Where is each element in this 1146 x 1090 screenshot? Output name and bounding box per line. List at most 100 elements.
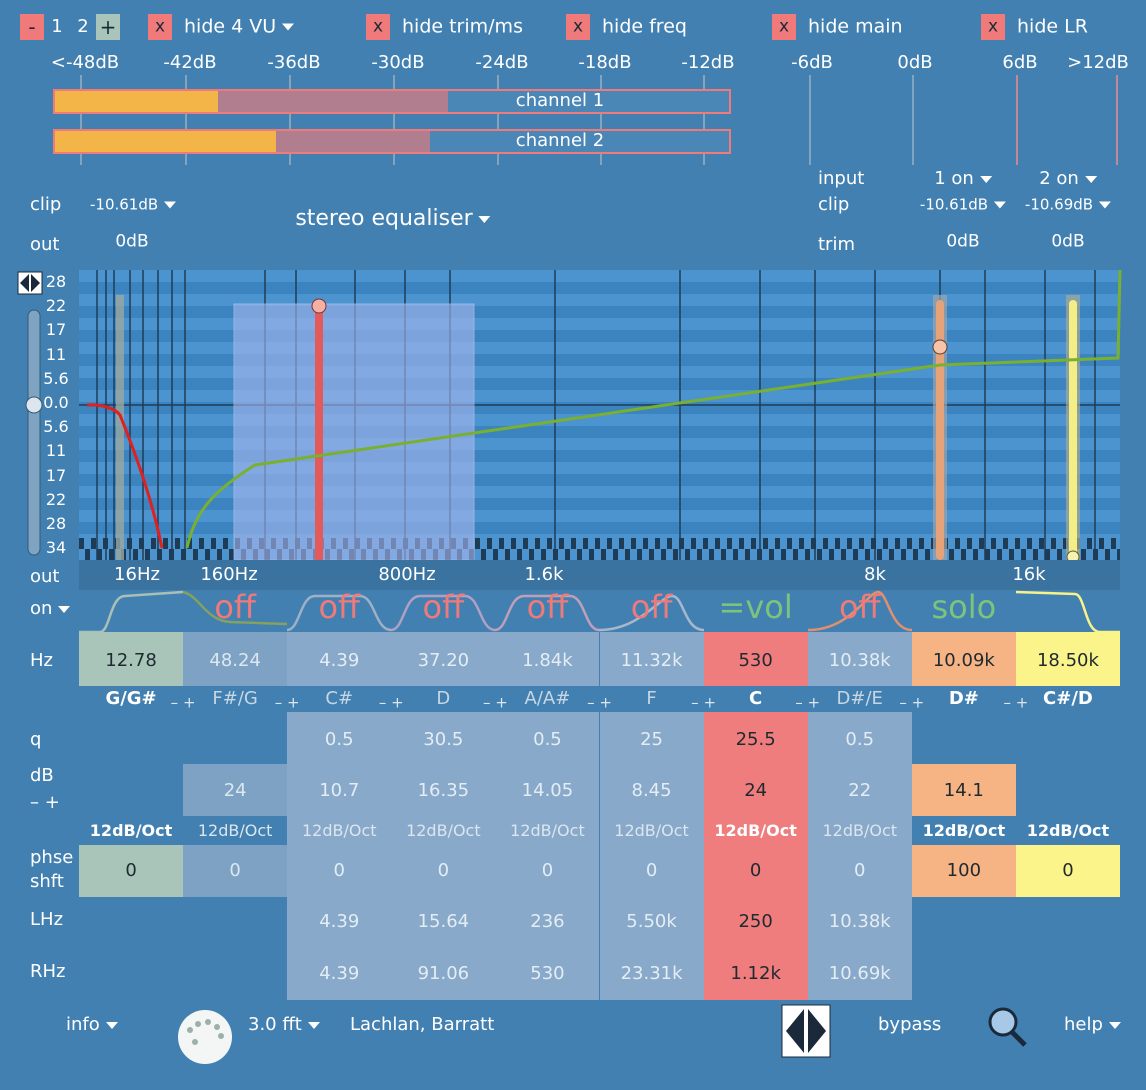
mode-icon[interactable] bbox=[17, 271, 43, 295]
slope[interactable]: 12dB/Oct bbox=[822, 821, 898, 840]
slope[interactable]: 12dB/Oct bbox=[89, 821, 173, 840]
slope[interactable]: 12dB/Oct bbox=[614, 821, 689, 840]
note: C# bbox=[325, 688, 354, 709]
hz-cell[interactable] bbox=[287, 632, 392, 686]
hz-cell[interactable] bbox=[183, 632, 288, 686]
label: clip bbox=[30, 194, 62, 215]
lhz-value: 4.39 bbox=[319, 911, 360, 932]
channel-clip[interactable]: -10.69dB bbox=[1025, 197, 1111, 213]
vu-scale-label: -24dB bbox=[475, 52, 529, 73]
toggle-label: hide freq bbox=[602, 15, 687, 38]
q-value: 25 bbox=[640, 729, 663, 750]
hz-cell[interactable] bbox=[79, 632, 184, 686]
slope[interactable]: 12dB/Oct bbox=[301, 821, 377, 840]
toggle-box[interactable] bbox=[366, 14, 390, 40]
x-label: 16k bbox=[1012, 564, 1046, 585]
phase-cell[interactable] bbox=[911, 845, 1016, 897]
vu-scale-label: -12dB bbox=[681, 52, 735, 73]
hz-value: 10.38k bbox=[828, 650, 891, 671]
hz-cell[interactable] bbox=[1015, 632, 1120, 686]
band-state[interactable]: off bbox=[214, 588, 256, 626]
slope[interactable]: 12dB/Oct bbox=[714, 821, 797, 840]
toggle-box[interactable] bbox=[772, 14, 796, 40]
plus-button[interactable] bbox=[96, 14, 120, 40]
author: Lachlan, Barratt bbox=[350, 1014, 495, 1035]
toggle-box[interactable] bbox=[566, 14, 590, 40]
row-label: dB bbox=[30, 765, 54, 786]
adjust-buttons[interactable]: – + bbox=[1003, 693, 1029, 712]
row-label: RHz bbox=[30, 961, 66, 982]
phase-cell[interactable] bbox=[1015, 845, 1120, 897]
band-state[interactable]: off bbox=[838, 588, 881, 626]
help-menu[interactable]: help bbox=[1064, 1016, 1121, 1034]
slope[interactable]: 12dB/Oct bbox=[197, 821, 273, 840]
band-state[interactable]: off bbox=[422, 588, 465, 626]
adjust-buttons[interactable]: – + bbox=[691, 693, 717, 712]
hz-value: 10.09k bbox=[932, 650, 995, 671]
toggle-icon: x bbox=[572, 16, 584, 37]
adjust-buttons[interactable]: – + bbox=[795, 693, 821, 712]
bypass-label[interactable]: bypass bbox=[878, 1014, 942, 1035]
adjust-buttons[interactable]: – + bbox=[899, 693, 925, 712]
vu-meters bbox=[53, 75, 1118, 165]
label[interactable]: on bbox=[30, 600, 70, 618]
param-cells bbox=[599, 712, 704, 1000]
band-state[interactable]: off bbox=[318, 588, 361, 626]
minus-label: - bbox=[28, 15, 36, 39]
y-label: 28 bbox=[45, 272, 67, 291]
note: C#/D bbox=[1043, 688, 1093, 709]
channel-state[interactable]: 1 on bbox=[934, 170, 992, 188]
vu-scale-label: -36dB bbox=[267, 52, 321, 73]
phase-value: 0 bbox=[333, 860, 345, 881]
slope[interactable]: 12dB/Oct bbox=[922, 821, 1006, 840]
label: out bbox=[30, 566, 60, 587]
channel-state[interactable]: 2 on bbox=[1039, 170, 1097, 188]
vu-scale-label: >12dB bbox=[1067, 52, 1129, 73]
hz-cell[interactable] bbox=[807, 632, 912, 686]
band-state[interactable]: solo bbox=[931, 588, 997, 626]
toggle-box[interactable] bbox=[981, 14, 1005, 40]
hz-cell[interactable] bbox=[599, 632, 704, 686]
rhz-value: 91.06 bbox=[417, 963, 470, 984]
adjust-buttons[interactable]: – + bbox=[170, 693, 196, 712]
hz-cell[interactable] bbox=[703, 632, 808, 686]
clip-value[interactable]: -10.61dB bbox=[90, 197, 176, 213]
db-cell[interactable] bbox=[911, 764, 1016, 816]
hz-cell[interactable] bbox=[911, 632, 1016, 686]
slope[interactable]: 12dB/Oct bbox=[510, 821, 585, 840]
adjust-buttons[interactable]: – + bbox=[587, 693, 612, 712]
band-state[interactable]: =vol bbox=[718, 588, 793, 626]
search-icon[interactable] bbox=[988, 1007, 1027, 1047]
y-label: 11 bbox=[45, 441, 67, 461]
phase-cell[interactable] bbox=[79, 845, 184, 897]
y-label: 5.6 bbox=[43, 368, 69, 388]
fft-icon[interactable] bbox=[178, 1010, 232, 1064]
phase-value: 0 bbox=[125, 860, 137, 881]
meter-label: channel 1 bbox=[515, 90, 605, 111]
note: D bbox=[436, 688, 451, 709]
channel-clip[interactable]: -10.61dB bbox=[920, 197, 1006, 213]
info-menu[interactable]: info bbox=[66, 1016, 118, 1034]
gain-slider[interactable] bbox=[27, 309, 41, 556]
title[interactable]: stereo equaliser bbox=[295, 208, 490, 230]
toggle-box[interactable] bbox=[148, 14, 172, 40]
adjust-buttons[interactable]: – + bbox=[482, 693, 508, 712]
param-cells bbox=[703, 712, 808, 1000]
y-label: 22 bbox=[45, 489, 67, 509]
db-cell[interactable] bbox=[183, 764, 288, 816]
adjust-buttons[interactable]: – + bbox=[274, 693, 300, 712]
adjust-buttons[interactable]: – + bbox=[378, 693, 404, 712]
hz-cell[interactable] bbox=[391, 632, 496, 686]
slope[interactable]: 12dB/Oct bbox=[406, 821, 481, 840]
minus-button[interactable] bbox=[20, 14, 44, 40]
row-label: Hz bbox=[30, 650, 53, 671]
x-label: 800Hz bbox=[378, 564, 436, 585]
hz-cell[interactable] bbox=[495, 632, 600, 686]
slope[interactable]: 12dB/Oct bbox=[1026, 821, 1110, 840]
band-state[interactable]: off bbox=[526, 588, 569, 626]
fft-menu[interactable]: 3.0 fft bbox=[248, 1016, 320, 1034]
label: input bbox=[818, 168, 865, 189]
phase-cell[interactable] bbox=[183, 845, 288, 897]
band-state[interactable]: off bbox=[630, 588, 673, 626]
note: G/G# bbox=[105, 688, 157, 709]
